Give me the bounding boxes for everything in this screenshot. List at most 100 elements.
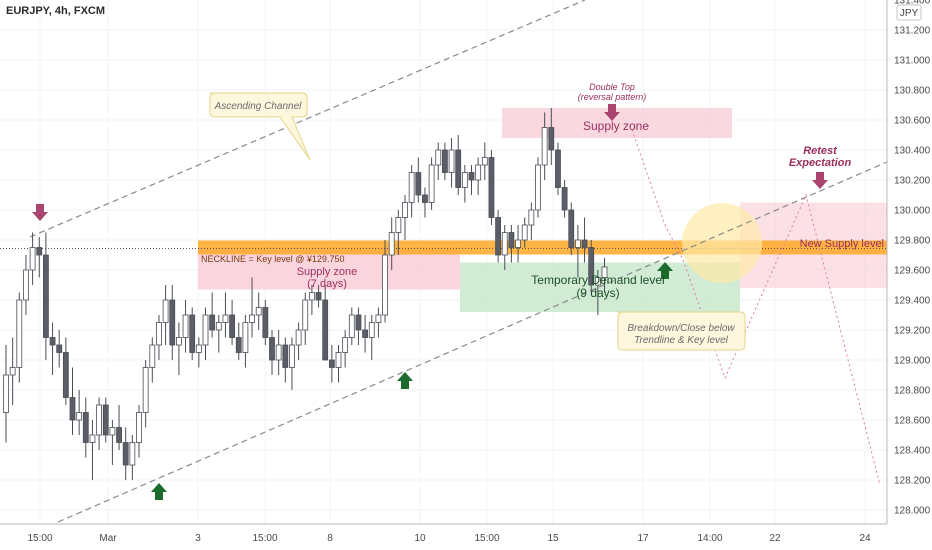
candle[interactable] (129, 435, 136, 480)
candle-body (209, 314, 216, 331)
candles-layer[interactable] (3, 108, 608, 481)
candle[interactable] (302, 292, 309, 346)
candle[interactable] (136, 405, 142, 458)
candle[interactable] (242, 315, 249, 368)
candle[interactable] (269, 330, 275, 375)
candle[interactable] (315, 285, 322, 308)
candle[interactable] (23, 255, 29, 315)
candle[interactable] (581, 217, 588, 263)
candle[interactable] (355, 307, 362, 346)
candle[interactable] (435, 142, 442, 181)
candle[interactable] (169, 285, 176, 360)
candle[interactable] (335, 345, 342, 383)
projection-path (631, 129, 881, 486)
candle[interactable] (588, 240, 595, 293)
candle[interactable] (415, 157, 422, 203)
candle[interactable] (528, 202, 535, 241)
candle[interactable] (422, 187, 428, 218)
candle[interactable] (62, 337, 69, 406)
candle[interactable] (575, 225, 581, 278)
candle[interactable] (541, 112, 548, 181)
candle[interactable] (501, 225, 508, 270)
candle[interactable] (162, 285, 169, 345)
candle[interactable] (116, 405, 122, 450)
candle[interactable] (235, 322, 242, 361)
candle[interactable] (282, 337, 289, 383)
candle-body (355, 314, 362, 331)
candle[interactable] (488, 150, 495, 225)
candle[interactable] (275, 330, 282, 375)
candle[interactable] (109, 420, 116, 465)
candle[interactable] (3, 345, 9, 443)
candle[interactable] (82, 397, 89, 458)
candle[interactable] (362, 315, 369, 353)
candle[interactable] (122, 427, 129, 481)
candle[interactable] (209, 292, 216, 338)
candle[interactable] (375, 307, 382, 338)
candle[interactable] (175, 322, 182, 376)
candle[interactable] (156, 315, 162, 360)
candle[interactable] (222, 292, 229, 338)
candle[interactable] (448, 138, 455, 188)
candle[interactable] (475, 157, 482, 196)
candle[interactable] (16, 292, 23, 383)
candle[interactable] (229, 300, 236, 345)
candle[interactable] (455, 135, 462, 195)
candle[interactable] (368, 315, 375, 360)
candle[interactable] (43, 232, 49, 361)
candle[interactable] (461, 165, 468, 203)
price-axis[interactable]: 128.000 128.200 128.400 128.600 128.800 129.0… (886, 0, 932, 524)
candle[interactable] (348, 307, 355, 346)
candle[interactable] (215, 315, 222, 353)
candle[interactable] (388, 217, 395, 271)
candle[interactable] (495, 210, 502, 263)
candle[interactable] (29, 232, 36, 286)
candle[interactable] (195, 337, 202, 368)
candle[interactable] (555, 142, 561, 196)
candle[interactable] (89, 420, 96, 480)
candle[interactable] (601, 258, 608, 293)
time-axis[interactable]: 15:00 Mar 3 15:00 8 10 15:00 15 17 14:00 22 24 (0, 523, 932, 550)
candle[interactable] (289, 337, 295, 391)
candle[interactable] (568, 202, 575, 256)
candle[interactable] (255, 292, 262, 331)
candle[interactable] (515, 225, 521, 263)
candle[interactable] (382, 240, 388, 323)
candle[interactable] (96, 397, 102, 451)
candle[interactable] (468, 165, 475, 195)
candle[interactable] (56, 330, 63, 368)
candle[interactable] (69, 367, 76, 436)
candle[interactable] (189, 307, 196, 361)
candle[interactable] (521, 217, 528, 248)
candle[interactable] (535, 157, 541, 218)
candle[interactable] (441, 142, 448, 181)
candle[interactable] (262, 300, 269, 345)
candle[interactable] (202, 307, 209, 361)
candle[interactable] (142, 360, 149, 428)
currency-badge[interactable]: JPY (896, 4, 922, 21)
candle[interactable] (322, 285, 329, 361)
candle[interactable] (428, 157, 435, 211)
candle[interactable] (402, 195, 408, 240)
candle[interactable] (342, 330, 349, 368)
candle[interactable] (561, 180, 568, 218)
candle[interactable] (149, 337, 156, 383)
candle[interactable] (76, 390, 83, 435)
candle[interactable] (49, 322, 56, 376)
candle[interactable] (395, 210, 402, 255)
candle[interactable] (102, 397, 109, 443)
candle[interactable] (328, 345, 335, 383)
candle[interactable] (548, 108, 555, 165)
candle[interactable] (408, 165, 415, 218)
candle[interactable] (9, 337, 16, 406)
candle[interactable] (481, 142, 488, 181)
candle[interactable] (508, 225, 515, 263)
candle[interactable] (182, 300, 189, 353)
candle[interactable] (594, 270, 601, 315)
candle[interactable] (36, 237, 43, 278)
candle[interactable] (295, 322, 302, 361)
candle[interactable] (308, 285, 315, 315)
candle[interactable] (249, 277, 255, 338)
candle-body (202, 314, 209, 346)
